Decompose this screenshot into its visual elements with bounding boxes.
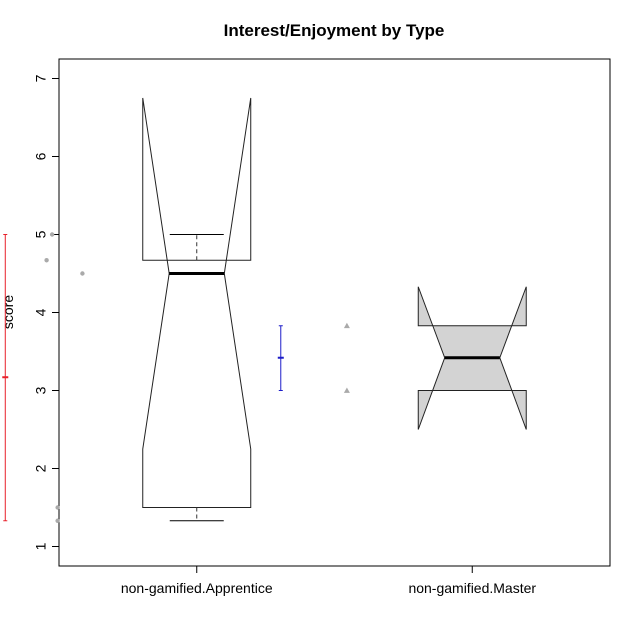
y-tick-label: 5 bbox=[33, 230, 49, 238]
data-point bbox=[44, 258, 49, 263]
box-group bbox=[277, 286, 527, 430]
data-point bbox=[80, 271, 85, 276]
y-tick-label: 2 bbox=[33, 464, 49, 472]
data-point bbox=[55, 518, 60, 523]
y-axis: 1 2 3 4 5 6 7 bbox=[33, 74, 59, 550]
y-tick-label: 7 bbox=[33, 74, 49, 82]
data-point bbox=[343, 322, 350, 329]
box-group bbox=[2, 97, 252, 523]
plot-area bbox=[2, 97, 527, 523]
y-tick-label: 4 bbox=[33, 308, 49, 316]
data-point bbox=[49, 232, 55, 237]
box-body bbox=[142, 97, 252, 508]
y-tick-label: 6 bbox=[33, 152, 49, 160]
x-tick-label: non-gamified.Apprentice bbox=[121, 580, 273, 596]
y-axis-label: score bbox=[0, 295, 16, 329]
data-point bbox=[55, 505, 60, 510]
data-point bbox=[343, 387, 350, 393]
x-tick-label: non-gamified.Master bbox=[408, 580, 536, 596]
y-tick-label: 3 bbox=[33, 386, 49, 394]
x-axis: non-gamified.Apprentice non-gamified.Mast… bbox=[121, 566, 536, 596]
chart-title: Interest/Enjoyment by Type bbox=[224, 21, 445, 40]
y-tick-label: 1 bbox=[33, 542, 49, 550]
